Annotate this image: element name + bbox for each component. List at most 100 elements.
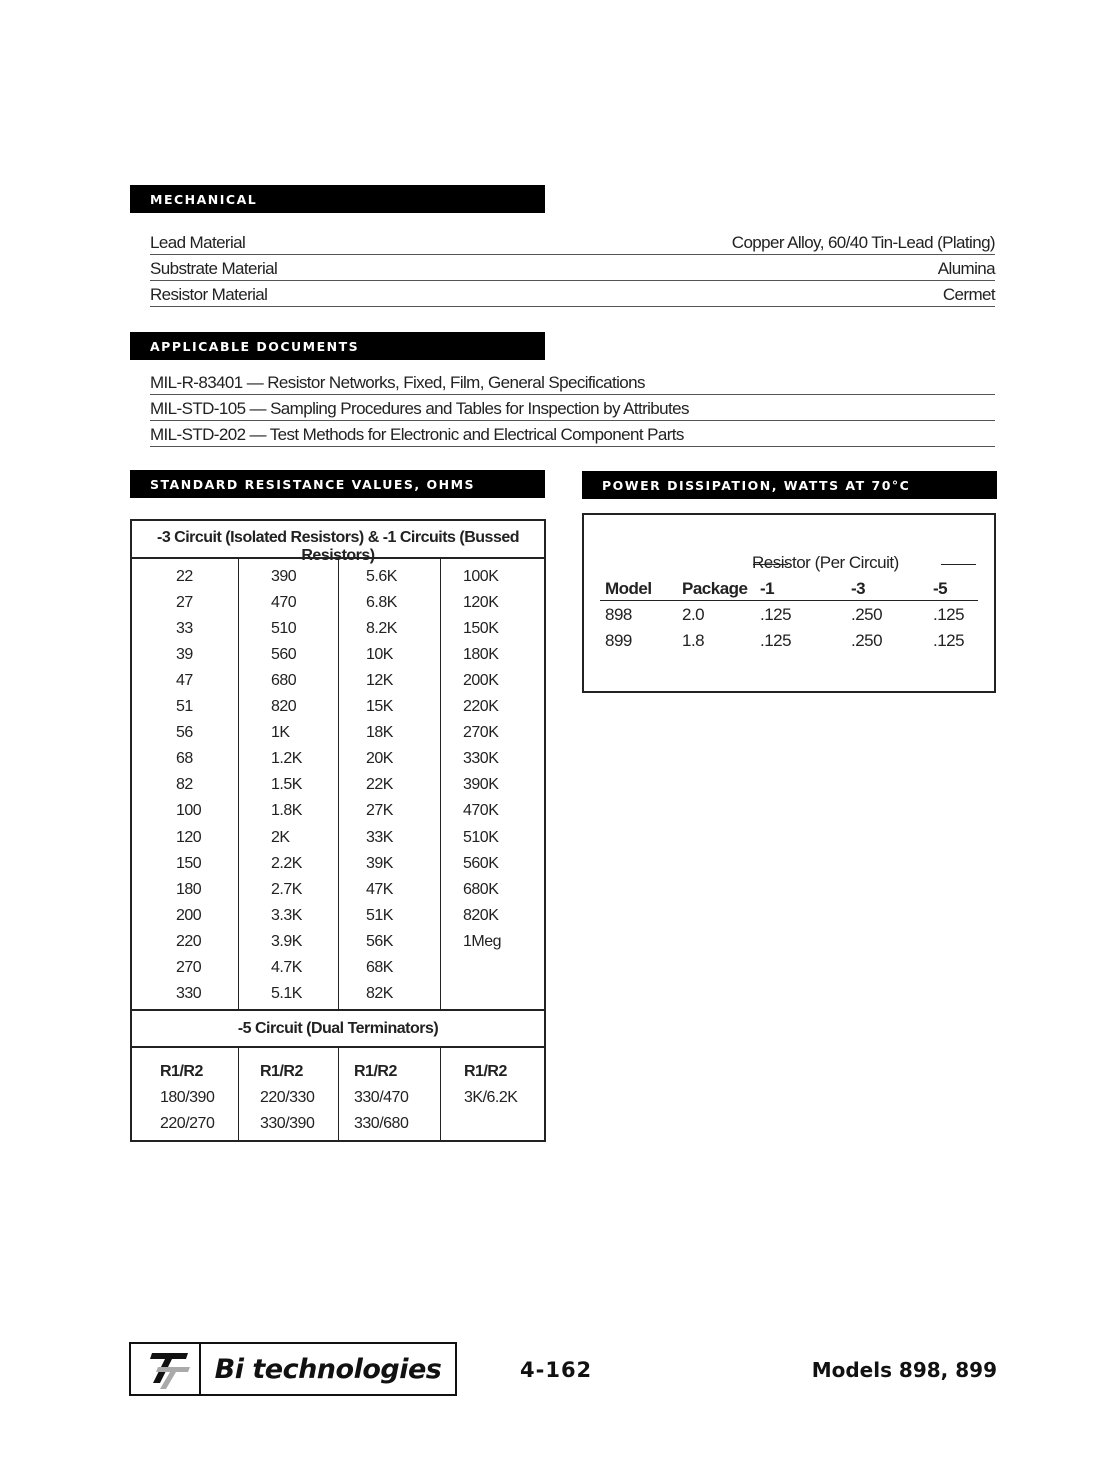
group-line xyxy=(753,564,788,565)
documents-header: APPLICABLE DOCUMENTS xyxy=(130,332,545,360)
document-item: MIL-STD-105 — Sampling Procedures and Ta… xyxy=(150,395,995,421)
power-column-header: -3 xyxy=(851,579,866,598)
resistance-value: 680K xyxy=(463,880,499,898)
resistance-value: 220K xyxy=(463,698,499,716)
resistance-value: 180K xyxy=(463,646,499,664)
power-value: .125 xyxy=(760,631,792,650)
resistance-value: 200K xyxy=(463,672,499,690)
resistance-header: STANDARD RESISTANCE VALUES, OHMS xyxy=(130,470,545,498)
resistance-value: 120 xyxy=(176,828,202,846)
resistance-value: 100K xyxy=(463,568,499,585)
column-divider xyxy=(440,1046,441,1142)
resistance-value: 2.2K xyxy=(271,854,302,872)
power-value: .125 xyxy=(760,605,792,624)
resistance-value: 510 xyxy=(271,620,297,638)
power-table xyxy=(582,513,996,693)
resistance-value: 2K xyxy=(271,828,290,846)
resistance-value: 150K xyxy=(463,620,499,638)
resistance-value: 820 xyxy=(271,698,297,716)
resistance-value: 5.1K xyxy=(271,984,302,1002)
header-rule xyxy=(600,600,978,601)
dual-value: 3K/6.2K xyxy=(464,1089,518,1106)
tf-logo-icon xyxy=(131,1344,201,1394)
mechanical-value: Alumina xyxy=(937,259,996,278)
models-footer: Models 898, 899 xyxy=(811,1358,997,1382)
power-value: .250 xyxy=(851,605,883,624)
resistance-value: 1.5K xyxy=(271,776,302,794)
resistance-value: 39 xyxy=(176,646,193,664)
resistance-value: 100 xyxy=(176,802,202,820)
mechanical-label: Resistor Material xyxy=(150,285,268,304)
resistance-value: 1.8K xyxy=(271,802,302,820)
resistance-value: 5.6K xyxy=(366,568,397,585)
resistance-value: 47K xyxy=(366,880,393,898)
dual-value: R1/R2 xyxy=(160,1063,203,1080)
group-line xyxy=(941,564,976,565)
resistance-value: 56 xyxy=(176,724,193,742)
resistance-value: 51 xyxy=(176,698,193,716)
resistance-value: 560 xyxy=(271,646,297,664)
power-value: .125 xyxy=(933,605,965,624)
resistance-value: 47 xyxy=(176,672,193,690)
dual-value: 180/390 xyxy=(160,1089,215,1106)
resistance-value: 3.3K xyxy=(271,906,302,924)
resistance-value: 51K xyxy=(366,906,393,924)
resistance-value: 560K xyxy=(463,854,499,872)
resistance-value: 33 xyxy=(176,620,193,638)
resistance-value: 33K xyxy=(366,828,393,846)
resistor-group-header: Resistor (Per Circuit) xyxy=(752,553,899,572)
resistance-value: 680 xyxy=(271,672,297,690)
dual-value: 330/470 xyxy=(354,1089,409,1106)
mechanical-label: Lead Material xyxy=(150,233,246,252)
resistance-value: 150 xyxy=(176,854,202,872)
dual-value: 330/680 xyxy=(354,1115,409,1132)
resistance-value: 2.7K xyxy=(271,880,302,898)
mechanical-value: Copper Alloy, 60/40 Tin-Lead (Plating) xyxy=(731,233,996,252)
resistance-value: 270 xyxy=(176,958,202,976)
resistance-value: 12K xyxy=(366,672,393,690)
power-value: .125 xyxy=(933,631,965,650)
power-value: 1.8 xyxy=(682,631,705,650)
resistance-value: 68 xyxy=(176,750,193,768)
mechanical-label: Substrate Material xyxy=(150,259,278,278)
mechanical-value: Cermet xyxy=(942,285,996,304)
resistance-value: 10K xyxy=(366,646,393,664)
resistance-value: 1K xyxy=(271,724,290,742)
resistance-value: 56K xyxy=(366,932,393,950)
resistance-value: 27 xyxy=(176,594,193,612)
power-value: 2.0 xyxy=(682,605,705,624)
document-item: MIL-STD-202 — Test Methods for Electroni… xyxy=(150,421,995,447)
resistance-table-header: -3 Circuit (Isolated Resistors) & -1 Cir… xyxy=(156,529,520,564)
resistance-value: 120K xyxy=(463,594,499,612)
mechanical-row: Lead Material Copper Alloy, 60/40 Tin-Lea… xyxy=(150,229,996,255)
mechanical-row: Resistor Material Cermet xyxy=(150,281,996,307)
resistance-value: 470K xyxy=(463,802,499,820)
resistance-value: 270K xyxy=(463,724,499,742)
mechanical-row: Substrate Material Alumina xyxy=(150,255,996,281)
resistance-value: 180 xyxy=(176,880,202,898)
resistance-value: 390 xyxy=(271,568,297,585)
dual-value: R1/R2 xyxy=(354,1063,397,1080)
resistance-value: 510K xyxy=(463,828,499,846)
power-column-header: -1 xyxy=(760,579,775,598)
dual-table-header: -5 Circuit (Dual Terminators) xyxy=(237,1020,439,1037)
resistance-value: 18K xyxy=(366,724,393,742)
dual-value: 220/270 xyxy=(160,1115,215,1132)
resistance-value: 27K xyxy=(366,802,393,820)
page-number: 4-162 xyxy=(520,1358,593,1382)
resistance-value: 200 xyxy=(176,906,202,924)
resistance-value: 3.9K xyxy=(271,932,302,950)
resistance-value: 82 xyxy=(176,776,193,794)
column-divider xyxy=(238,557,239,1009)
resistance-value: 22K xyxy=(366,776,393,794)
power-value: .250 xyxy=(851,631,883,650)
column-divider xyxy=(238,1046,239,1142)
power-value: 898 xyxy=(605,605,632,624)
resistance-value: 820K xyxy=(463,906,499,924)
mechanical-header: MECHANICAL xyxy=(130,185,545,213)
resistance-value: 68K xyxy=(366,958,393,976)
dual-value: R1/R2 xyxy=(260,1063,303,1080)
resistance-value: 22 xyxy=(176,568,193,585)
resistance-value: 470 xyxy=(271,594,297,612)
